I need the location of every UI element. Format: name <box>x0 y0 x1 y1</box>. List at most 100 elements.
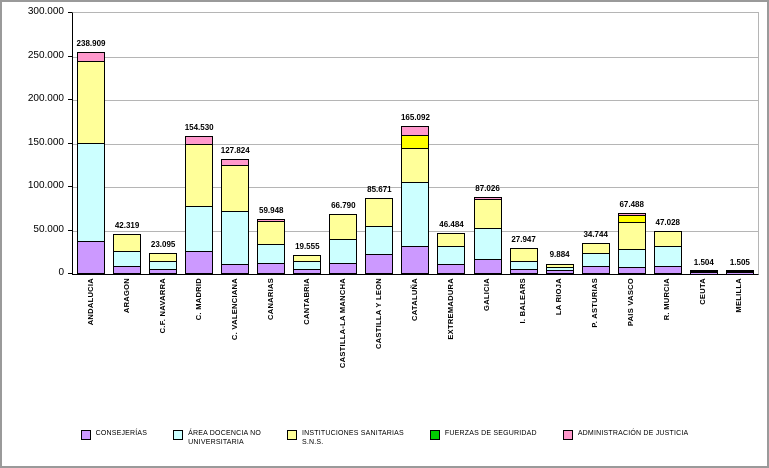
category-c-f-navarra: 23.095 <box>145 13 181 274</box>
bar-canarias[interactable] <box>257 219 286 274</box>
gridline <box>73 56 758 58</box>
bar-segment[interactable] <box>510 262 537 271</box>
bar-segment[interactable] <box>186 136 213 146</box>
bar-segment[interactable] <box>402 246 429 273</box>
bar-segment[interactable] <box>618 216 645 223</box>
bar-segment[interactable] <box>618 223 645 251</box>
bar-segment[interactable] <box>474 228 501 261</box>
bar-segment[interactable] <box>546 271 573 273</box>
category-andalucia: 238.909 <box>73 13 109 274</box>
category-la-rioja: 9.884 <box>542 13 578 274</box>
legend-swatch <box>173 430 184 440</box>
bar-catalu-a[interactable] <box>401 126 430 274</box>
bar-pais-vasco[interactable] <box>617 213 646 274</box>
bar-segment[interactable] <box>438 246 465 266</box>
bar-segment[interactable] <box>438 265 465 273</box>
bar-segment[interactable] <box>366 227 393 256</box>
bar-la-rioja[interactable] <box>545 263 574 274</box>
x-axis-label: CANTABRIA <box>301 278 311 325</box>
y-axis-tick <box>68 12 72 13</box>
bar-segment[interactable] <box>618 214 645 217</box>
y-axis-label: 0 <box>58 267 64 278</box>
bar-segment[interactable] <box>726 271 753 273</box>
bar-segment[interactable] <box>222 165 249 213</box>
bar-segment[interactable] <box>510 270 537 273</box>
bar-segment[interactable] <box>222 160 249 166</box>
bar-aragon[interactable] <box>113 234 142 274</box>
bar-segment[interactable] <box>258 221 285 246</box>
bar-segment[interactable] <box>114 266 141 273</box>
bar-segment[interactable] <box>654 246 681 267</box>
bar-segment[interactable] <box>186 206 213 253</box>
bar-cantabria[interactable] <box>293 254 322 274</box>
bar-c-madrid[interactable] <box>185 135 214 274</box>
bar-segment[interactable] <box>78 62 105 145</box>
y-axis-tick <box>68 273 72 274</box>
bar-segment[interactable] <box>186 252 213 273</box>
bar-segment[interactable] <box>474 260 501 273</box>
bar-segment[interactable] <box>114 235 141 252</box>
bar-segment[interactable] <box>690 271 717 273</box>
bar-segment[interactable] <box>258 220 285 222</box>
bar-segment[interactable] <box>582 266 609 273</box>
bar-segment[interactable] <box>330 263 357 273</box>
bar-segment[interactable] <box>222 212 249 266</box>
bar-c-f-navarra[interactable] <box>149 252 178 274</box>
bar-andalucia[interactable] <box>77 52 106 274</box>
plot-area: 238.909 42.319 23.095 154.530 127.824 59.948 1… <box>72 12 759 275</box>
bar-segment[interactable] <box>438 233 465 247</box>
bar-segment[interactable] <box>582 253 609 267</box>
bar-segment[interactable] <box>222 265 249 273</box>
bar-segment[interactable] <box>150 262 177 271</box>
bar-segment[interactable] <box>78 53 105 63</box>
bar-castilla-y-leon[interactable] <box>365 197 394 274</box>
bar-segment[interactable] <box>546 264 573 268</box>
bar-segment[interactable] <box>258 245 285 264</box>
bar-segment[interactable] <box>402 135 429 149</box>
bar-galicia[interactable] <box>473 197 502 274</box>
bar-segment[interactable] <box>366 198 393 227</box>
bar-ceuta[interactable] <box>689 269 718 274</box>
bar-segment[interactable] <box>258 263 285 273</box>
bar-segment[interactable] <box>294 270 321 273</box>
gridline <box>73 100 758 101</box>
bar-segment[interactable] <box>330 215 357 241</box>
bar-segment[interactable] <box>402 127 429 136</box>
bar-segment[interactable] <box>78 144 105 242</box>
legend-item: CONSEJERÍAS <box>80 430 148 440</box>
bar-c-valenciana[interactable] <box>221 159 250 274</box>
bar-segment[interactable] <box>150 270 177 273</box>
x-axis-label: I. BALEARS <box>518 278 528 324</box>
category-castilla-y-leon: 85.671 <box>361 13 397 274</box>
bar-segment[interactable] <box>474 200 501 229</box>
bar-segment[interactable] <box>654 266 681 273</box>
bar-p-asturias[interactable] <box>581 242 610 274</box>
bar-segment[interactable] <box>690 270 717 272</box>
bar-castilla-la-mancha[interactable] <box>329 214 358 274</box>
bar-segment[interactable] <box>582 243 609 254</box>
bar-segment[interactable] <box>402 183 429 247</box>
bar-segment[interactable] <box>654 232 681 247</box>
bar-segment[interactable] <box>78 241 105 273</box>
bar-segment[interactable] <box>114 251 141 267</box>
bar-segment[interactable] <box>726 270 753 272</box>
bar-segment[interactable] <box>330 240 357 264</box>
bar-segment[interactable] <box>474 198 501 201</box>
bar-extremadura[interactable] <box>437 232 466 274</box>
bar-segment[interactable] <box>186 145 213 207</box>
value-label: 42.319 <box>114 221 140 231</box>
bar-segment[interactable] <box>402 148 429 184</box>
bar-segment[interactable] <box>150 253 177 263</box>
bar-segment[interactable] <box>546 267 573 272</box>
bar-segment[interactable] <box>618 267 645 273</box>
y-axis-tick <box>68 229 72 231</box>
bar-segment[interactable] <box>366 255 393 273</box>
bar-segment[interactable] <box>294 262 321 271</box>
bar-segment[interactable] <box>294 255 321 263</box>
bar-segment[interactable] <box>618 250 645 268</box>
bar-melilla[interactable] <box>725 269 754 274</box>
y-axis-label: 250.000 <box>27 49 64 61</box>
bar-r-murcia[interactable] <box>653 231 682 274</box>
bar-i-balears[interactable] <box>509 248 538 274</box>
bar-segment[interactable] <box>510 249 537 263</box>
